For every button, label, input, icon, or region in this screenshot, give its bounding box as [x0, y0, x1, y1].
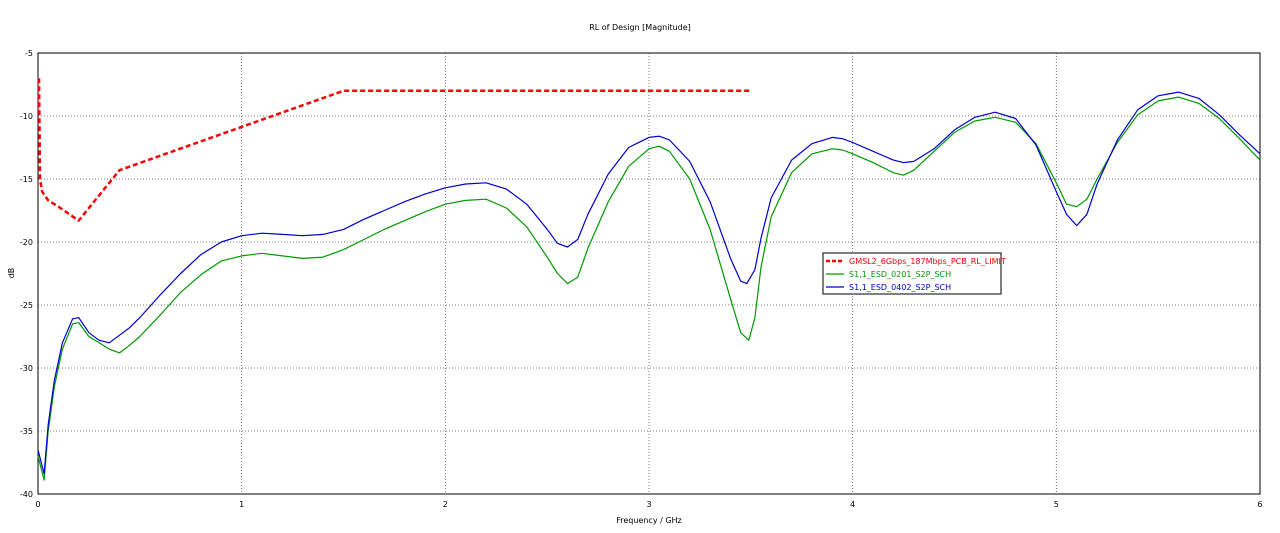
x-tick-label: 5	[1054, 500, 1059, 509]
y-tick-label: -15	[20, 175, 33, 184]
legend-label: S1,1_ESD_0201_S2P_SCH	[849, 270, 951, 279]
y-tick-label: -25	[20, 301, 33, 310]
x-axis-label: Frequency / GHz	[616, 516, 682, 525]
chart-title: RL of Design [Magnitude]	[589, 23, 691, 32]
x-tick-label: 0	[35, 500, 40, 509]
legend-label: GMSL2_6Gbps_187Mbps_PCB_RL_LIMIT	[849, 257, 1006, 266]
x-tick-label: 2	[443, 500, 448, 509]
legend: GMSL2_6Gbps_187Mbps_PCB_RL_LIMIT S1,1_ESD…	[822, 252, 1006, 295]
legend-box	[822, 252, 1002, 295]
y-tick-label: -35	[20, 427, 33, 436]
y-tick-label: -40	[20, 490, 33, 499]
plot-frame	[37, 52, 1261, 495]
series-line-s1-1-esd-0402-s2p-sch	[37, 91, 1261, 475]
x-tick-label: 4	[850, 500, 855, 509]
series-line-s1-1-esd-0201-s2p-sch	[37, 96, 1261, 481]
legend-label: S1,1_ESD_0402_S2P_SCH	[849, 283, 951, 292]
series-lines	[37, 78, 1261, 481]
x-tick-label: 3	[646, 500, 651, 509]
y-tick-label: -20	[20, 238, 33, 247]
x-tick-label: 1	[239, 500, 244, 509]
y-axis-label: dB	[7, 268, 16, 279]
x-tick-label: 6	[1257, 500, 1262, 509]
y-tick-label: -5	[25, 49, 33, 58]
tick-labels: 0 1 2 3 4 5 6 -5 -10 -15 -20 -25 -30 -35 -40	[20, 49, 1263, 509]
y-tick-label: -10	[20, 112, 33, 121]
series-line-gmsl2-6gbps-187mbps-pcb-rl-limit	[37, 78, 751, 222]
y-tick-label: -30	[20, 364, 33, 373]
